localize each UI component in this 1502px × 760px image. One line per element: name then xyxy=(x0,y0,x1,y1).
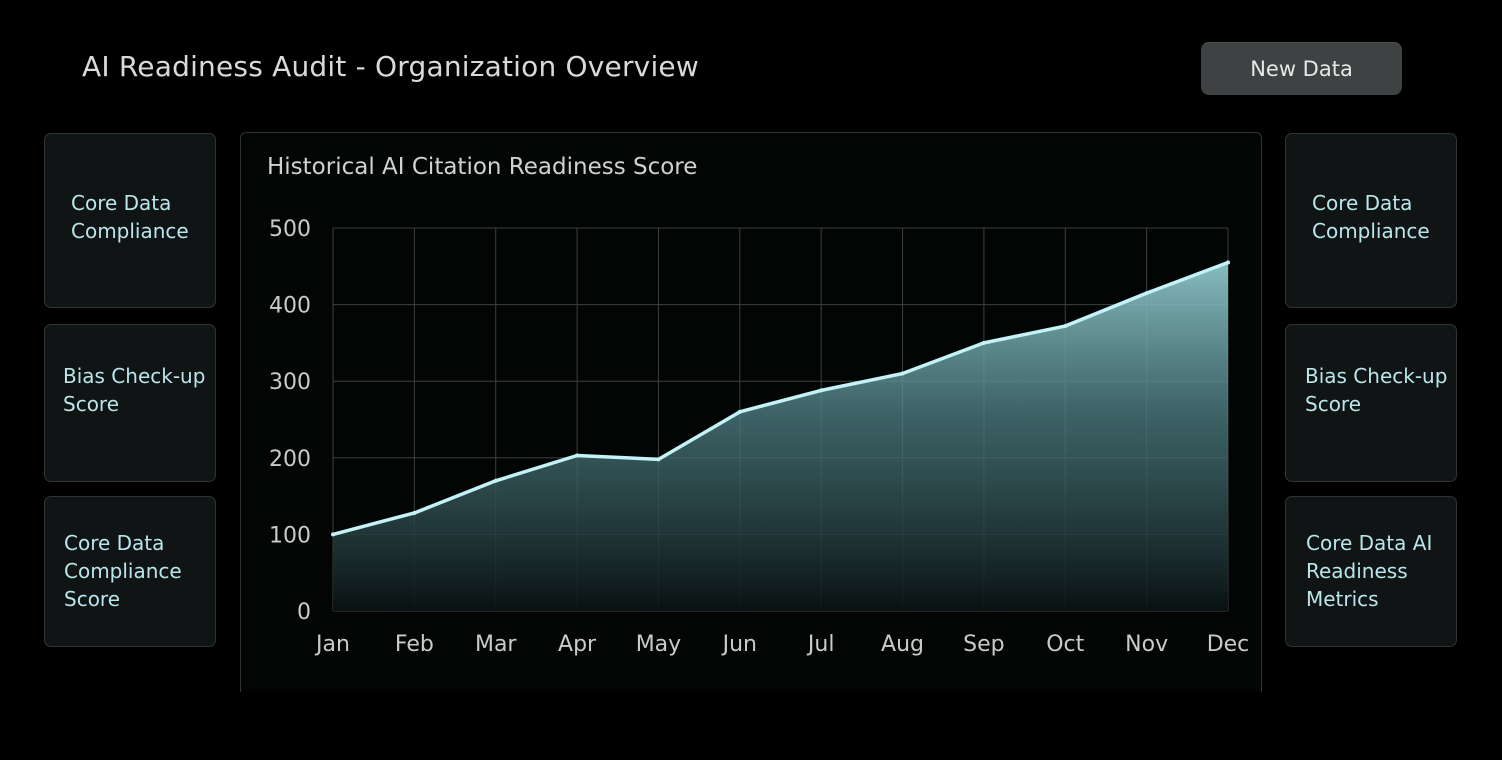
right-card-core-data-ai-readiness-metrics[interactable]: Core Data AI Readiness Metrics xyxy=(1285,496,1457,647)
x-tick-label: Apr xyxy=(558,632,597,657)
y-tick-label: 0 xyxy=(297,600,311,625)
x-tick-label: Jan xyxy=(314,632,350,657)
card-label: Bias Check-up Score xyxy=(1305,364,1448,416)
area-fill xyxy=(333,262,1228,611)
chart-line-layer xyxy=(331,260,1230,537)
right-card-core-data-compliance[interactable]: Core Data Compliance xyxy=(1285,133,1457,308)
chart-title: Historical AI Citation Readiness Score xyxy=(267,154,698,180)
x-tick-label: Jun xyxy=(721,632,757,657)
series-line xyxy=(331,260,1230,537)
y-tick-label: 200 xyxy=(269,447,311,472)
chart-axis-labels: 0 100 200 300 400 500 Jan Feb Mar Apr May Jun Jul Aug… xyxy=(269,217,1249,657)
data-point-mar xyxy=(493,478,498,483)
data-point-apr xyxy=(575,453,580,458)
data-point-sep xyxy=(981,340,986,345)
left-card-core-data-compliance-score[interactable]: Core Data Compliance Score xyxy=(44,496,216,647)
y-tick-label: 500 xyxy=(269,217,311,242)
card-label: Core Data Compliance xyxy=(71,191,189,243)
x-tick-label: Sep xyxy=(963,632,1004,657)
y-tick-label: 300 xyxy=(269,370,311,395)
x-tick-label: May xyxy=(636,632,681,657)
x-tick-label: Jul xyxy=(806,632,835,657)
data-point-dec xyxy=(1226,260,1230,265)
data-point-feb xyxy=(412,510,417,515)
data-point-aug xyxy=(900,371,905,376)
data-point-jul xyxy=(819,388,824,393)
data-point-may xyxy=(656,457,661,462)
y-tick-label: 100 xyxy=(269,523,311,548)
x-tick-label: Oct xyxy=(1046,632,1084,657)
y-tick-label: 400 xyxy=(269,294,311,319)
card-label: Core Data Compliance xyxy=(1312,191,1430,243)
right-card-bias-check-up-score[interactable]: Bias Check-up Score xyxy=(1285,324,1457,482)
left-card-bias-check-up-score[interactable]: Bias Check-up Score xyxy=(44,324,216,482)
x-tick-label: Nov xyxy=(1125,632,1168,657)
new-data-button[interactable]: New Data xyxy=(1201,42,1402,95)
x-tick-label: Feb xyxy=(395,632,434,657)
x-tick-label: Dec xyxy=(1207,632,1250,657)
data-point-oct xyxy=(1063,324,1068,329)
card-label: Core Data Compliance Score xyxy=(64,531,182,611)
chart-area-layer xyxy=(333,262,1228,611)
x-tick-label: Aug xyxy=(881,632,924,657)
left-card-core-data-compliance[interactable]: Core Data Compliance xyxy=(44,133,216,308)
x-tick-label: Mar xyxy=(475,632,517,657)
card-label: Core Data AI Readiness Metrics xyxy=(1306,531,1433,611)
card-label: Bias Check-up Score xyxy=(63,364,206,416)
data-point-jan xyxy=(331,532,335,537)
page-title: AI Readiness Audit - Organization Overvi… xyxy=(82,50,699,83)
data-point-nov xyxy=(1144,291,1149,296)
data-point-jun xyxy=(737,409,742,414)
